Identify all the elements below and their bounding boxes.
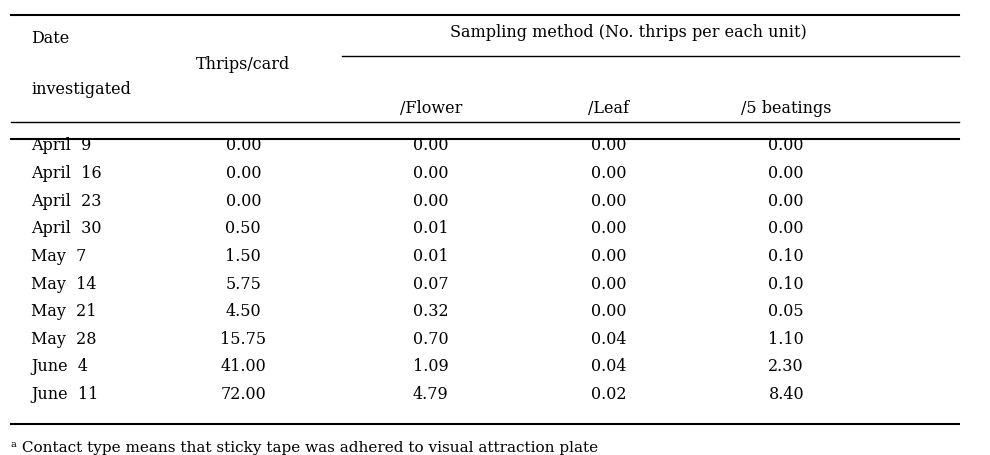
Text: 0.00: 0.00 [413,137,448,155]
Text: 72.00: 72.00 [221,386,266,403]
Text: May  7: May 7 [31,248,86,265]
Text: 0.00: 0.00 [413,165,448,182]
Text: Sampling method (No. thrips per each unit): Sampling method (No. thrips per each uni… [449,25,807,41]
Text: /Leaf: /Leaf [588,100,629,117]
Text: 0.50: 0.50 [226,220,261,238]
Text: 0.00: 0.00 [768,165,804,182]
Text: ᵃ Contact type means that sticky tape was adhered to visual attraction plate: ᵃ Contact type means that sticky tape wa… [11,441,598,455]
Text: 1.09: 1.09 [413,359,448,375]
Text: April  16: April 16 [31,165,102,182]
Text: April  9: April 9 [31,137,91,155]
Text: 0.70: 0.70 [413,331,448,348]
Text: 1.10: 1.10 [768,331,804,348]
Text: 5.75: 5.75 [226,276,261,293]
Text: May  21: May 21 [31,303,96,320]
Text: 4.50: 4.50 [226,303,261,320]
Text: 0.00: 0.00 [591,220,627,238]
Text: 0.00: 0.00 [413,193,448,210]
Text: 0.00: 0.00 [226,165,261,182]
Text: 0.05: 0.05 [768,303,804,320]
Text: 0.00: 0.00 [768,193,804,210]
Text: 0.01: 0.01 [413,248,448,265]
Text: Thrips/card: Thrips/card [196,56,290,72]
Text: 0.32: 0.32 [413,303,448,320]
Text: 0.00: 0.00 [768,220,804,238]
Text: 0.00: 0.00 [591,303,627,320]
Text: 0.00: 0.00 [768,137,804,155]
Text: April  23: April 23 [31,193,102,210]
Text: 0.10: 0.10 [768,276,804,293]
Text: 4.79: 4.79 [413,386,448,403]
Text: 0.00: 0.00 [591,137,627,155]
Text: /5 beatings: /5 beatings [741,100,832,117]
Text: 0.02: 0.02 [591,386,627,403]
Text: 0.00: 0.00 [226,137,261,155]
Text: May  28: May 28 [31,331,96,348]
Text: 41.00: 41.00 [221,359,266,375]
Text: 0.00: 0.00 [591,165,627,182]
Text: June  4: June 4 [31,359,88,375]
Text: 0.00: 0.00 [591,193,627,210]
Text: Date: Date [31,30,69,47]
Text: 0.00: 0.00 [591,248,627,265]
Text: 0.01: 0.01 [413,220,448,238]
Text: 0.07: 0.07 [413,276,448,293]
Text: 0.04: 0.04 [591,331,627,348]
Text: investigated: investigated [31,81,131,97]
Text: 8.40: 8.40 [768,386,804,403]
Text: 0.10: 0.10 [768,248,804,265]
Text: /Flower: /Flower [400,100,462,117]
Text: June  11: June 11 [31,386,98,403]
Text: 1.50: 1.50 [226,248,261,265]
Text: April  30: April 30 [31,220,102,238]
Text: 2.30: 2.30 [768,359,804,375]
Text: 0.00: 0.00 [226,193,261,210]
Text: May  14: May 14 [31,276,96,293]
Text: 0.04: 0.04 [591,359,627,375]
Text: 15.75: 15.75 [220,331,266,348]
Text: 0.00: 0.00 [591,276,627,293]
